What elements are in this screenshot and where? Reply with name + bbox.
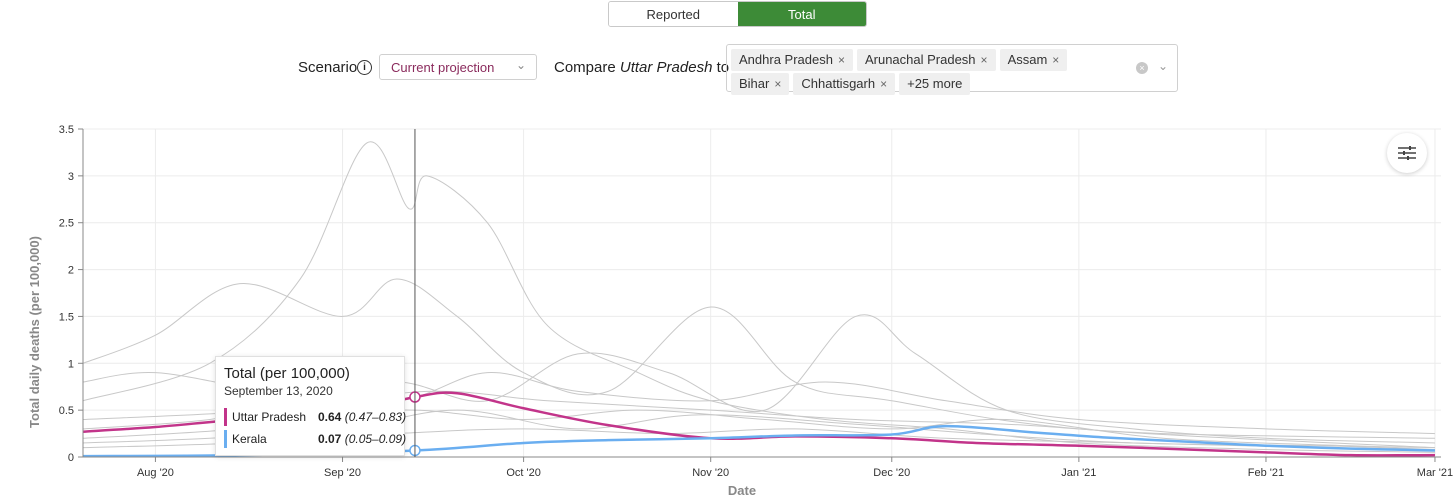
- compare-multiselect[interactable]: Andhra Pradesh × Arunachal Pradesh × Assam…: [726, 44, 1178, 95]
- tooltip-title: Total (per 100,000): [224, 365, 350, 382]
- chip[interactable]: Andhra Pradesh ×: [731, 49, 853, 71]
- chevron-down-icon: ⌄: [515, 58, 526, 72]
- info-icon[interactable]: i: [357, 60, 372, 75]
- tooltip-series-value: 0.07 (0.05–0.09): [318, 432, 407, 446]
- sliders-icon: [1398, 146, 1416, 160]
- x-tick-label: Oct '20: [506, 467, 541, 479]
- x-tick-label: Feb '21: [1248, 467, 1284, 479]
- chip-label: Assam: [1007, 52, 1048, 67]
- close-icon[interactable]: ×: [1052, 53, 1060, 67]
- chip-label: Arunachal Pradesh: [864, 52, 976, 67]
- x-tick-label: Jan '21: [1061, 467, 1096, 479]
- tooltip-date: September 13, 2020: [224, 384, 333, 398]
- chip-label: Andhra Pradesh: [739, 52, 833, 67]
- chart-axes: 0 0.5 1 1.5 2 2.5 3 3.5 Aug '20 Sep '20 Oct '20 Nov…: [59, 124, 1453, 479]
- y-tick-label: 1.5: [59, 311, 74, 323]
- y-tick-label: 2.5: [59, 218, 74, 230]
- chip-label: Bihar: [739, 76, 770, 91]
- comparison-series-line: [82, 141, 1435, 453]
- series-swatch: [224, 430, 227, 448]
- chip[interactable]: Assam ×: [999, 49, 1068, 71]
- chart-tooltip: Total (per 100,000) September 13, 2020 U…: [215, 356, 406, 456]
- compare-suffix: to: [716, 59, 730, 76]
- y-tick-label: 0: [68, 452, 74, 464]
- y-tick-label: 0.5: [59, 405, 74, 417]
- x-axis-label: Date: [728, 483, 756, 495]
- tooltip-series-name: Kerala: [232, 432, 267, 446]
- tooltip-series-value: 0.64 (0.47–0.83): [318, 410, 407, 424]
- chevron-down-icon[interactable]: ⌄: [1157, 59, 1168, 73]
- tooltip-series-name: Uttar Pradesh: [232, 410, 307, 424]
- y-tick-label: 1: [68, 358, 74, 370]
- compare-state: Uttar Pradesh: [619, 59, 713, 76]
- close-icon[interactable]: ×: [837, 53, 845, 67]
- measure-toggle: Reported Total: [608, 1, 867, 27]
- comparison-series-line: [82, 278, 1435, 449]
- chart-settings-button[interactable]: [1387, 133, 1427, 173]
- y-axis-label: Total daily deaths (per 100,000): [27, 236, 42, 428]
- compare-chips: Andhra Pradesh × Arunachal Pradesh × Assam…: [731, 47, 1111, 95]
- x-tick-label: Mar '21: [1417, 467, 1453, 479]
- x-tick-label: Nov '20: [692, 467, 729, 479]
- toggle-total[interactable]: Total: [737, 2, 866, 26]
- tooltip-row: Uttar Pradesh 0.64 (0.47–0.83): [224, 408, 406, 426]
- more-chip[interactable]: +25 more: [899, 73, 971, 95]
- chip-label: Chhattisgarh: [801, 76, 876, 91]
- close-icon[interactable]: ×: [880, 77, 888, 91]
- y-tick-label: 2: [68, 265, 74, 277]
- chip[interactable]: Chhattisgarh ×: [793, 73, 896, 95]
- y-tick-label: 3.5: [59, 124, 74, 136]
- toggle-reported[interactable]: Reported: [609, 2, 738, 26]
- scenario-label: Scenario: [298, 59, 358, 76]
- chip[interactable]: Bihar ×: [731, 73, 790, 95]
- chip-label: +25 more: [907, 76, 963, 91]
- clear-icon[interactable]: ×: [1136, 62, 1148, 74]
- scenario-value: Current projection: [391, 60, 495, 75]
- compare-label: Compare Uttar Pradesh to: [554, 59, 729, 76]
- tooltip-row: Kerala 0.07 (0.05–0.09): [224, 430, 406, 448]
- scenario-select[interactable]: Current projection ⌄: [379, 54, 537, 80]
- series-swatch: [224, 408, 227, 426]
- x-tick-label: Dec '20: [873, 467, 910, 479]
- close-icon[interactable]: ×: [774, 77, 782, 91]
- y-tick-label: 3: [68, 171, 74, 183]
- compare-prefix: Compare: [554, 59, 616, 76]
- x-tick-label: Aug '20: [137, 467, 174, 479]
- x-tick-label: Sep '20: [324, 467, 361, 479]
- chip[interactable]: Arunachal Pradesh ×: [856, 49, 996, 71]
- close-icon[interactable]: ×: [980, 53, 988, 67]
